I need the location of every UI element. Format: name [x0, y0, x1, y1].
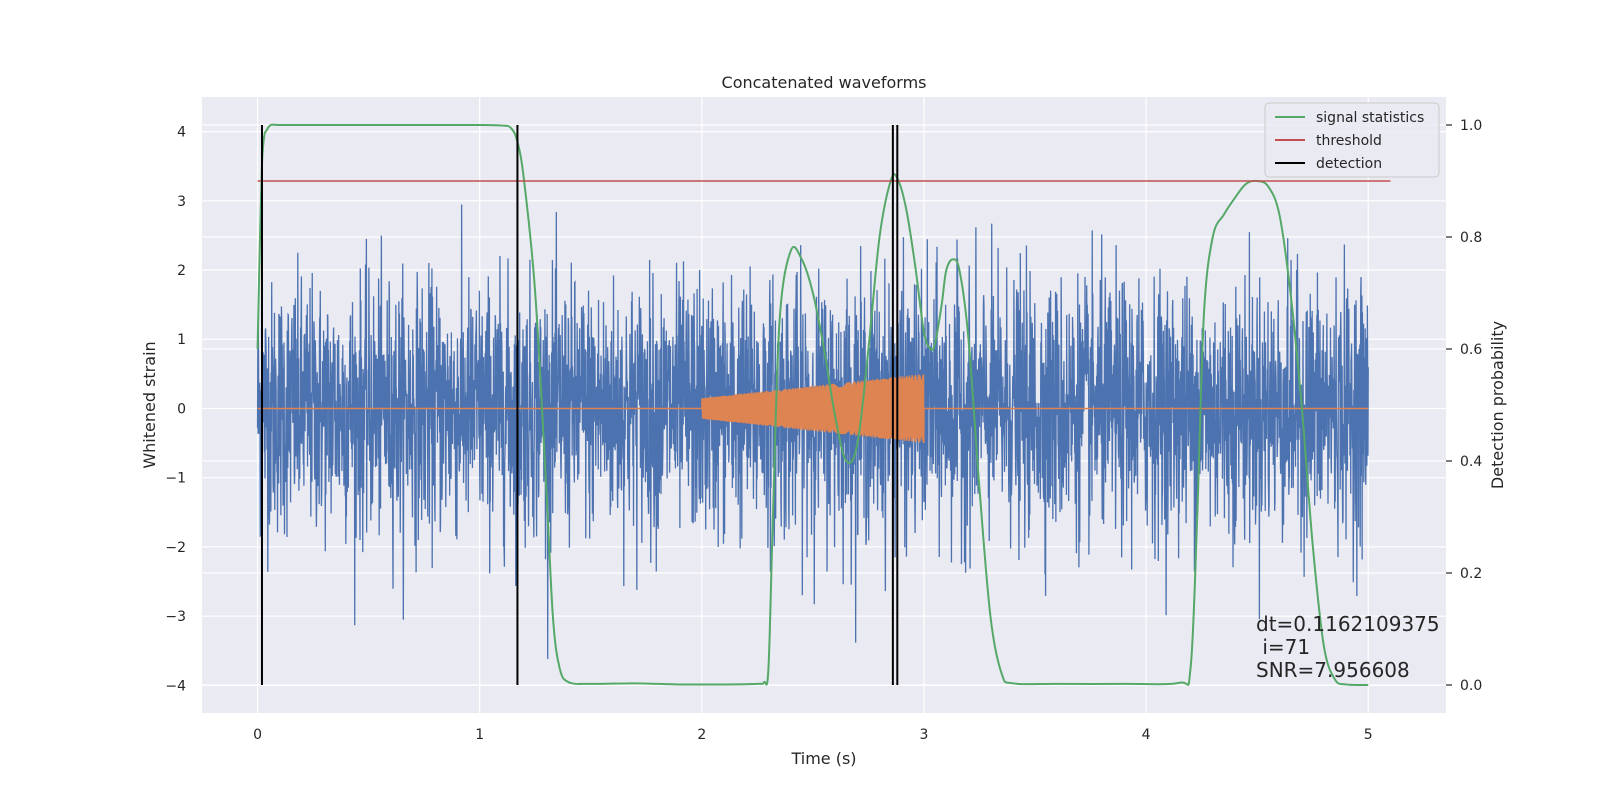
injection-series: [257, 374, 1369, 444]
strain-line: [256, 204, 1369, 659]
x-tick-label-3: 3: [920, 727, 929, 743]
y-tick-label-5: 1: [177, 332, 186, 348]
annotation: dt=0.1162109375 i=71 SNR=7.956608: [1256, 612, 1440, 682]
signal-statistics-series: [256, 123, 1369, 687]
x-tick-label-0: 0: [253, 727, 262, 743]
annotation-dt: dt=0.1162109375: [1256, 612, 1440, 636]
x-tick-label-2: 2: [697, 727, 706, 743]
signal-statistics-line: [256, 123, 1369, 687]
annotation-snr: SNR=7.956608: [1256, 658, 1410, 682]
legend-label-threshold: threshold: [1316, 133, 1382, 149]
x-tick-label-5: 5: [1364, 727, 1373, 743]
y-tick-label-2: −2: [165, 540, 186, 556]
y-right-tick-label-2: 0.4: [1460, 454, 1482, 470]
injection-chirp: [701, 374, 925, 444]
x-tick-label-4: 4: [1142, 727, 1151, 743]
y-tick-label-1: −3: [165, 609, 186, 625]
legend-box: [1264, 102, 1440, 178]
y-axis-label: Whitened strain: [140, 341, 159, 468]
ticks: 0 1 2 3 4 5 −4 −3 −2 −1 0 1 2 3 4 0.0 0.2 0.4 0.6 0.8 1.0: [165, 118, 1482, 743]
y-right-tick-label-0: 0.0: [1460, 678, 1482, 694]
y-tick-label-7: 3: [177, 194, 186, 210]
legend-label-detection: detection: [1316, 156, 1382, 172]
legend: signal statistics threshold detection: [1264, 102, 1440, 178]
x-tick-label-1: 1: [475, 727, 484, 743]
y-axis-right-label: Detection probability: [1488, 321, 1507, 489]
y-tick-label-3: −1: [165, 471, 186, 487]
x-axis-label: Time (s): [790, 749, 856, 768]
y-right-tick-label-4: 0.8: [1460, 230, 1482, 246]
strain-series: [256, 204, 1369, 659]
chart-title: Concatenated waveforms: [722, 73, 927, 92]
y-right-tick-label-3: 0.6: [1460, 342, 1482, 358]
y-tick-label-0: −4: [165, 678, 186, 694]
y-right-tick-label-5: 1.0: [1460, 118, 1482, 134]
y-right-tick-label-1: 0.2: [1460, 566, 1482, 582]
y-tick-label-6: 2: [177, 263, 186, 279]
detection-series: [260, 125, 899, 685]
legend-label-signal-statistics: signal statistics: [1316, 110, 1424, 126]
y-tick-label-4: 0: [177, 401, 186, 417]
annotation-i: i=71: [1256, 635, 1310, 659]
y-tick-label-8: 4: [177, 125, 186, 141]
